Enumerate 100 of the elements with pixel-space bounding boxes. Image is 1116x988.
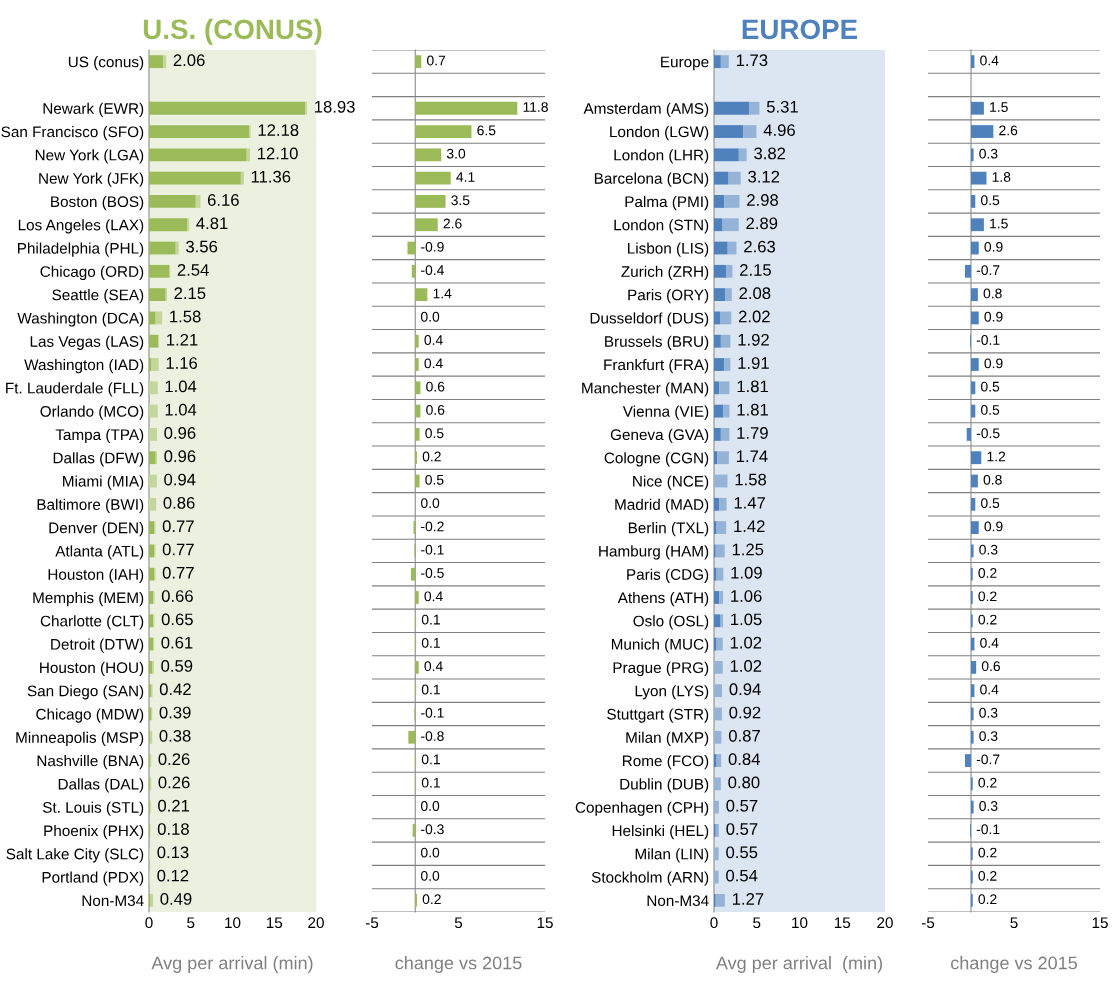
- bar: [714, 684, 723, 698]
- bar: [971, 311, 979, 325]
- bar: [971, 544, 974, 558]
- y-tick-label: Vienna (VIE): [622, 405, 709, 420]
- bar: [716, 521, 727, 534]
- bar: [149, 614, 154, 628]
- total-label: 2.54: [177, 264, 209, 276]
- x-tick-label: 5: [753, 917, 761, 929]
- bar: [964, 754, 971, 767]
- bar: [415, 288, 428, 302]
- total-label: 18.93: [315, 100, 355, 113]
- y-tick-label: Washington (IAD): [24, 358, 144, 374]
- total-label: 0.92: [729, 706, 761, 719]
- total-label: 0.55: [726, 846, 758, 859]
- total-label: 4.81: [196, 217, 228, 230]
- x-tick-label: 0: [710, 917, 718, 929]
- data-label: 0.0: [420, 311, 440, 322]
- bar: [724, 358, 731, 371]
- total-label: 0.66: [161, 590, 193, 602]
- data-label: 0.0: [420, 498, 440, 509]
- total-label: 0.96: [164, 427, 196, 439]
- bar: [410, 567, 416, 581]
- y-tick-label: Memphis (MEM): [33, 591, 144, 607]
- data-label: 0.1: [421, 684, 440, 695]
- bar: [719, 497, 727, 511]
- total-label: 2.02: [738, 310, 770, 323]
- data-label: -0.1: [976, 824, 1000, 835]
- total-label: 1.74: [736, 450, 768, 463]
- y-tick-label: Amsterdam (AMS): [583, 102, 709, 117]
- y-tick-label: Washington (DCA): [17, 312, 144, 327]
- data-label: 0.1: [421, 777, 440, 788]
- data-label: -0.7: [976, 265, 1000, 276]
- bar: [714, 754, 717, 767]
- y-tick-label: Paris (ORY): [628, 289, 709, 304]
- data-label: 0.2: [422, 451, 441, 462]
- bar: [149, 428, 158, 441]
- bar: [971, 660, 977, 674]
- total-label: 0.57: [726, 799, 758, 812]
- total-label: 0.26: [158, 776, 190, 789]
- bar: [723, 404, 730, 418]
- data-label: -0.1: [421, 707, 444, 718]
- bar: [149, 125, 250, 138]
- bar: [149, 404, 158, 418]
- data-label: 0.9: [984, 311, 1003, 322]
- y-tick-label: New York (JFK): [39, 172, 144, 187]
- bar: [714, 614, 720, 628]
- bar: [714, 171, 729, 185]
- x-axis-title: Avg per arrival (min): [151, 956, 313, 973]
- x-axis-title: change vs 2015: [951, 956, 1077, 973]
- total-label: 0.77: [162, 520, 194, 533]
- total-label: 3.12: [748, 170, 780, 183]
- y-tick-label: Las Vegas (LAS): [30, 335, 144, 350]
- y-tick-label: Milan (MXP): [626, 731, 709, 746]
- bar: [971, 171, 987, 185]
- bar: [149, 218, 188, 232]
- bar: [149, 591, 154, 604]
- total-label: 0.86: [163, 496, 195, 509]
- total-label: 0.26: [158, 753, 190, 766]
- y-tick-label: Hamburg (HAM): [599, 545, 709, 560]
- x-tick-label: 0: [145, 917, 153, 929]
- total-label: 1.16: [166, 357, 198, 369]
- bar: [149, 358, 152, 371]
- x-tick-label: 20: [877, 917, 893, 929]
- data-label: -0.5: [976, 428, 1000, 439]
- data-label: -0.7: [976, 754, 1000, 765]
- total-label: 0.12: [157, 869, 189, 882]
- bar: [714, 800, 719, 814]
- y-tick-label: Nice (NCE): [633, 475, 709, 490]
- x-tick-label: -5: [921, 917, 935, 929]
- y-tick-label: Madrid (MAD): [615, 498, 709, 513]
- y-tick-label: Berlin (TXL): [628, 522, 709, 537]
- y-tick-label: Europe: [661, 56, 709, 71]
- bar: [714, 591, 720, 604]
- y-tick-label: London (STN): [614, 219, 709, 234]
- x-tick-label: 15: [537, 917, 553, 929]
- y-tick-label: Copenhagen (CPH): [575, 801, 709, 816]
- y-tick-label: Orlando (MCO): [40, 405, 144, 420]
- data-label: 0.1: [421, 614, 440, 625]
- bar: [714, 381, 720, 395]
- bar: [415, 358, 419, 371]
- bar: [743, 125, 757, 138]
- bar: [149, 544, 155, 558]
- data-label: 0.5: [425, 428, 444, 439]
- bar: [415, 474, 420, 488]
- bar: [966, 428, 971, 441]
- bar: [415, 381, 421, 395]
- total-label: 1.58: [735, 473, 767, 486]
- total-label: 1.02: [730, 636, 762, 649]
- bar: [715, 893, 725, 907]
- data-label: -0.9: [421, 241, 444, 252]
- bar: [175, 241, 179, 255]
- total-label: 1.47: [734, 497, 766, 509]
- bar: [971, 101, 984, 115]
- total-label: 0.21: [158, 799, 190, 812]
- bar: [149, 521, 155, 534]
- bar: [415, 404, 421, 418]
- bar: [714, 707, 722, 721]
- total-label: 1.92: [738, 333, 769, 346]
- bar: [149, 451, 156, 465]
- data-label: 0.2: [978, 591, 997, 602]
